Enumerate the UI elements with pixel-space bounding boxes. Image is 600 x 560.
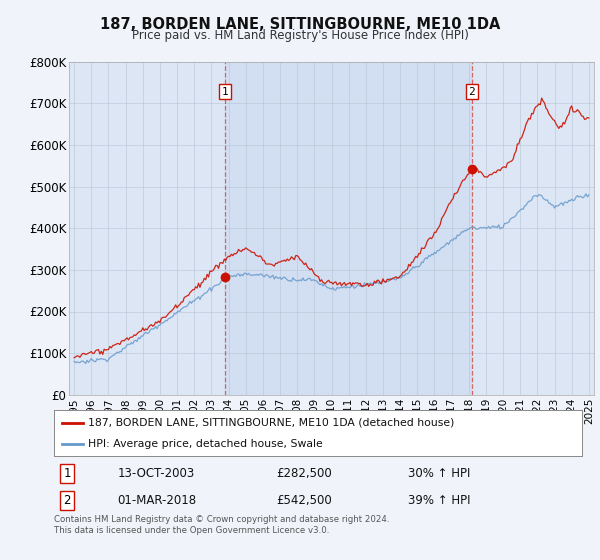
Text: 01-MAR-2018: 01-MAR-2018 (118, 493, 196, 507)
Text: 13-OCT-2003: 13-OCT-2003 (118, 466, 194, 480)
Text: 187, BORDEN LANE, SITTINGBOURNE, ME10 1DA: 187, BORDEN LANE, SITTINGBOURNE, ME10 1D… (100, 17, 500, 32)
Text: 39% ↑ HPI: 39% ↑ HPI (408, 493, 470, 507)
Text: 2: 2 (468, 87, 475, 96)
Text: £282,500: £282,500 (276, 466, 332, 480)
Text: Price paid vs. HM Land Registry's House Price Index (HPI): Price paid vs. HM Land Registry's House … (131, 29, 469, 42)
Text: 1: 1 (64, 466, 71, 480)
Text: £542,500: £542,500 (276, 493, 332, 507)
Text: 1: 1 (221, 87, 229, 96)
Text: 187, BORDEN LANE, SITTINGBOURNE, ME10 1DA (detached house): 187, BORDEN LANE, SITTINGBOURNE, ME10 1D… (88, 418, 455, 428)
Bar (225, 62, 472, 395)
Text: 2: 2 (64, 493, 71, 507)
Text: Contains HM Land Registry data © Crown copyright and database right 2024.
This d: Contains HM Land Registry data © Crown c… (54, 515, 389, 535)
Text: HPI: Average price, detached house, Swale: HPI: Average price, detached house, Swal… (88, 439, 323, 449)
Text: 30% ↑ HPI: 30% ↑ HPI (408, 466, 470, 480)
